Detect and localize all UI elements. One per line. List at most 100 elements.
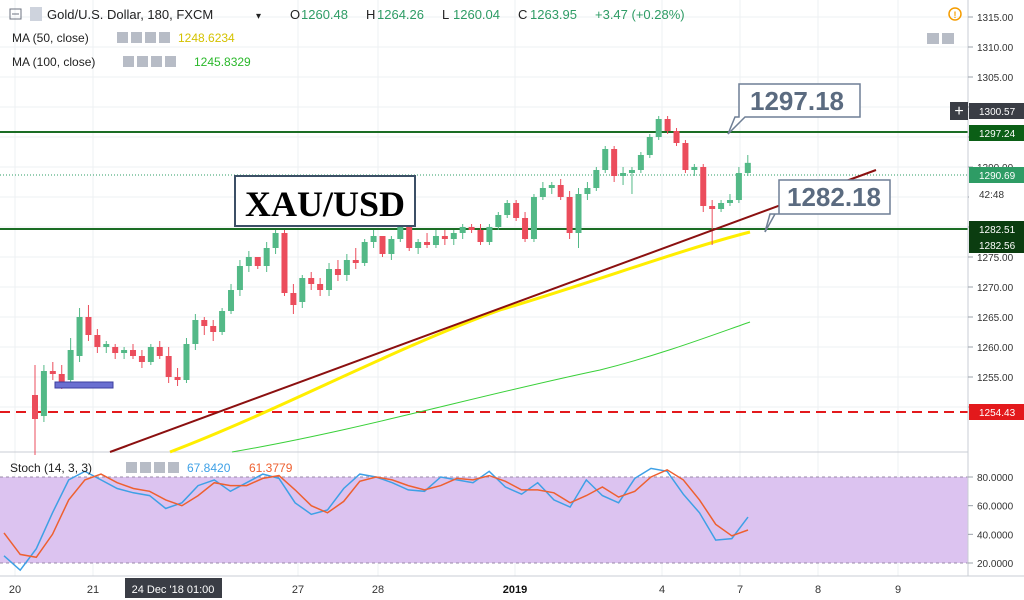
candle-down[interactable] [94, 329, 101, 353]
candle-down[interactable] [156, 341, 163, 359]
gear-icon[interactable] [131, 32, 142, 43]
collapse-icon[interactable] [9, 8, 22, 20]
candle-up[interactable] [584, 182, 591, 200]
collapse-pane-icon[interactable] [927, 33, 939, 44]
stoch-label[interactable]: Stoch (14, 3, 3) [10, 461, 92, 475]
candle-up[interactable] [646, 134, 653, 158]
candle-up[interactable] [245, 251, 252, 272]
plus-icon[interactable] [154, 462, 165, 473]
candle-up[interactable] [432, 230, 439, 248]
candle-up[interactable] [495, 212, 502, 230]
eye-icon[interactable] [126, 462, 137, 473]
maximize-pane-icon[interactable] [942, 33, 954, 44]
candle-down[interactable] [254, 257, 261, 269]
plus-icon[interactable] [151, 56, 162, 67]
candle-up[interactable] [593, 167, 600, 191]
candle-down[interactable] [557, 179, 564, 200]
candle-up[interactable] [628, 167, 635, 194]
candle-up[interactable] [228, 284, 235, 314]
eye-icon[interactable] [117, 32, 128, 43]
candle-up[interactable] [744, 155, 751, 176]
chevron-down-icon[interactable]: ▾ [256, 11, 261, 22]
crosshair-plus-button[interactable] [950, 102, 968, 120]
candle-down[interactable] [112, 344, 119, 359]
candle-up[interactable] [343, 254, 350, 281]
candle-down[interactable] [201, 317, 208, 335]
candle-up[interactable] [272, 230, 279, 254]
candle-down[interactable] [709, 200, 716, 245]
candle-down[interactable] [32, 365, 38, 455]
candle-up[interactable] [655, 116, 662, 140]
candle-up[interactable] [486, 224, 493, 245]
candle-up[interactable] [415, 239, 422, 254]
candle-up[interactable] [726, 194, 733, 206]
candle-up[interactable] [602, 146, 609, 173]
candle-up[interactable] [459, 224, 466, 239]
candle-up[interactable] [388, 236, 395, 260]
candle-up[interactable] [548, 182, 555, 194]
candle-down[interactable] [664, 116, 671, 134]
candle-down[interactable] [477, 224, 484, 245]
candle-up[interactable] [76, 308, 83, 362]
candle-up[interactable] [735, 167, 742, 203]
candle-up[interactable] [504, 200, 511, 218]
candle-down[interactable] [130, 344, 137, 359]
ma50-controls[interactable] [117, 32, 170, 43]
trendline[interactable] [109, 169, 877, 453]
eye-icon[interactable] [123, 56, 134, 67]
candle-up[interactable] [718, 200, 725, 212]
stoch-controls[interactable] [126, 462, 179, 473]
plus-icon[interactable] [145, 32, 156, 43]
candle-up[interactable] [183, 338, 190, 383]
candle-down[interactable] [138, 350, 145, 368]
candle-down[interactable] [210, 320, 217, 341]
price-axis[interactable] [968, 0, 1024, 576]
close-icon[interactable] [159, 32, 170, 43]
candle-down[interactable] [165, 347, 172, 383]
candle-up[interactable] [361, 239, 368, 266]
candle-down[interactable] [317, 278, 324, 296]
close-icon[interactable] [168, 462, 179, 473]
gear-icon[interactable] [137, 56, 148, 67]
ma100-label[interactable]: MA (100, close) [12, 55, 95, 69]
candle-up[interactable] [575, 188, 582, 248]
close-icon[interactable] [165, 56, 176, 67]
candle-up[interactable] [103, 341, 110, 353]
candle-down[interactable] [673, 128, 680, 146]
candle-up[interactable] [691, 164, 698, 176]
candle-down[interactable] [700, 164, 707, 212]
candle-up[interactable] [620, 167, 627, 185]
candle-up[interactable] [370, 230, 377, 248]
candle-down[interactable] [85, 305, 92, 341]
candle-up[interactable] [299, 275, 306, 308]
candle-up[interactable] [67, 338, 74, 386]
candle-up[interactable] [40, 365, 47, 422]
candle-down[interactable] [308, 272, 315, 290]
candle-up[interactable] [450, 230, 457, 245]
candle-up[interactable] [236, 260, 243, 296]
candle-up[interactable] [192, 314, 199, 350]
candle-down[interactable] [441, 230, 448, 245]
candle-down[interactable] [49, 362, 56, 380]
candle-down[interactable] [682, 140, 689, 173]
alert-icon[interactable] [948, 7, 962, 21]
candle-up[interactable] [637, 152, 644, 173]
candle-down[interactable] [468, 224, 475, 233]
candle-down[interactable] [522, 212, 529, 242]
candle-down[interactable] [174, 368, 181, 386]
candle-up[interactable] [219, 308, 226, 335]
candle-up[interactable] [530, 194, 537, 242]
gear-icon[interactable] [140, 462, 151, 473]
candle-down[interactable] [352, 248, 359, 269]
candle-down[interactable] [611, 146, 618, 182]
candle-down[interactable] [513, 200, 520, 221]
candle-down[interactable] [424, 233, 431, 248]
candle-down[interactable] [290, 284, 297, 314]
symbol-label[interactable]: Gold/U.S. Dollar, 180, FXCM [47, 7, 213, 22]
candle-up[interactable] [263, 242, 270, 272]
candle-up[interactable] [121, 347, 128, 359]
candle-up[interactable] [147, 344, 154, 365]
range-box[interactable] [54, 381, 114, 389]
ma50-label[interactable]: MA (50, close) [12, 31, 89, 45]
candle-down[interactable] [566, 191, 573, 239]
